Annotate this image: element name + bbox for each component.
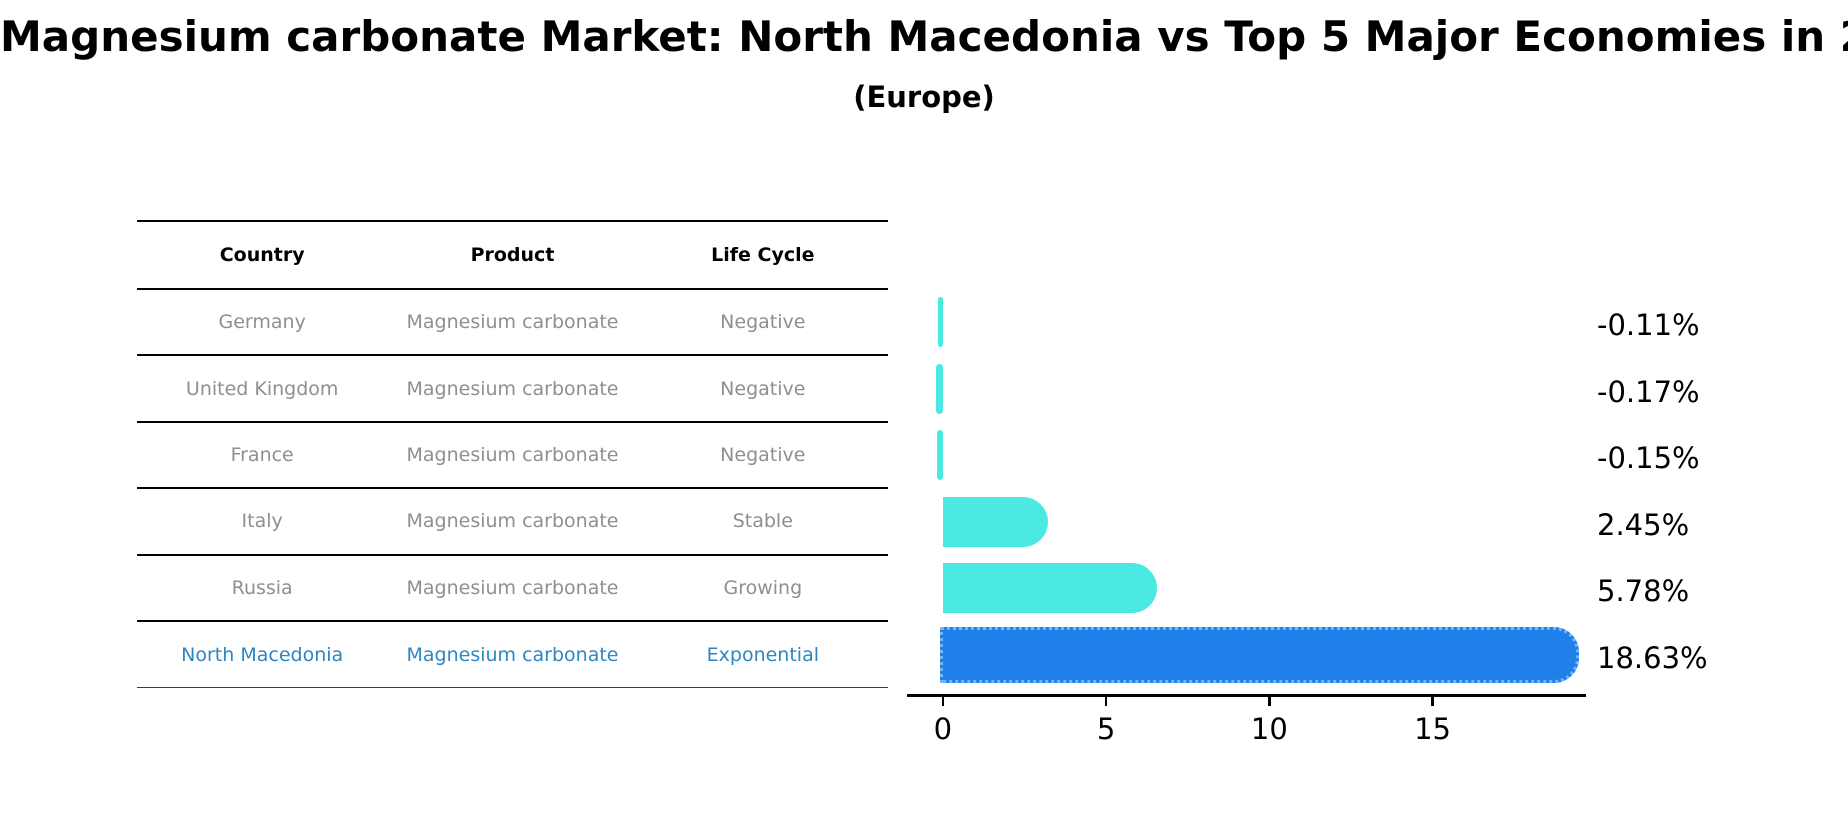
market-table: Country Product Life Cycle Germany Magnes…: [137, 220, 888, 689]
table-header-lifecycle: Life Cycle: [711, 244, 815, 266]
x-axis-tick: [1431, 696, 1434, 706]
table-row-russia: Russia Magnesium carbonate Growing: [137, 556, 888, 622]
cell-product: Magnesium carbonate: [406, 643, 619, 666]
chart-subtitle: (Europe): [853, 80, 995, 114]
x-axis-line: [907, 694, 1586, 697]
cell-country: Germany: [218, 311, 306, 334]
cell-product: Magnesium carbonate: [406, 377, 619, 400]
value-label-russia: 5.78%: [1597, 574, 1690, 608]
cell-country: North Macedonia: [181, 643, 344, 666]
table-body: Germany Magnesium carbonate Negative United…: [137, 290, 888, 689]
table-row-north-macedonia: North Macedonia Magnesium carbonate Expone…: [137, 622, 888, 689]
value-label-germany: -0.11%: [1597, 308, 1700, 342]
x-axis-tick-label: 15: [1414, 712, 1452, 746]
bar-italy: [942, 496, 1048, 547]
value-label-france: -0.15%: [1597, 441, 1700, 475]
value-label-united-kingdom: -0.17%: [1597, 374, 1700, 409]
cell-lifecycle: Negative: [720, 377, 806, 400]
cell-lifecycle: Stable: [732, 510, 793, 533]
cell-lifecycle: Negative: [720, 311, 806, 334]
cell-product: Magnesium carbonate: [406, 576, 619, 599]
cell-product: Magnesium carbonate: [406, 510, 619, 533]
bar-france: [936, 430, 943, 480]
cell-product: Magnesium carbonate: [406, 443, 619, 466]
table-header-row: Country Product Life Cycle: [137, 222, 888, 290]
value-label-italy: 2.45%: [1597, 507, 1690, 542]
bar-united-kingdom: [935, 363, 943, 414]
cell-lifecycle: Growing: [723, 576, 803, 599]
x-axis-tick-label: 10: [1250, 712, 1288, 746]
cell-country: United Kingdom: [185, 377, 339, 400]
x-axis-tick-label: 5: [1096, 712, 1116, 746]
table-row-italy: Italy Magnesium carbonate Stable: [137, 489, 888, 556]
x-axis-tick: [941, 696, 945, 706]
cell-product: Magnesium carbonate: [406, 311, 619, 334]
bar-russia: [942, 563, 1157, 613]
bar-north-macedonia: [939, 626, 1580, 683]
x-axis-tick-label: 0: [933, 712, 953, 746]
cell-lifecycle: Negative: [720, 443, 806, 466]
chart-title: Magnesium carbonate Market: North Macedo…: [0, 12, 1848, 61]
table-row-france: France Magnesium carbonate Negative: [137, 423, 888, 490]
cell-country: Russia: [231, 576, 293, 599]
value-label-north-macedonia: 18.63%: [1597, 640, 1708, 675]
table-header-product: Product: [470, 244, 555, 266]
cell-lifecycle: Exponential: [706, 643, 819, 666]
cell-country: France: [230, 443, 294, 466]
table-row-germany: Germany Magnesium carbonate Negative: [137, 290, 888, 357]
table-header-country: Country: [219, 244, 305, 266]
bar-germany: [937, 297, 943, 347]
x-axis-tick: [1268, 696, 1271, 706]
table-row-united-kingdom: United Kingdom Magnesium carbonate Negativ…: [137, 356, 888, 423]
cell-country: Italy: [241, 510, 283, 533]
x-axis-tick: [1104, 696, 1108, 706]
